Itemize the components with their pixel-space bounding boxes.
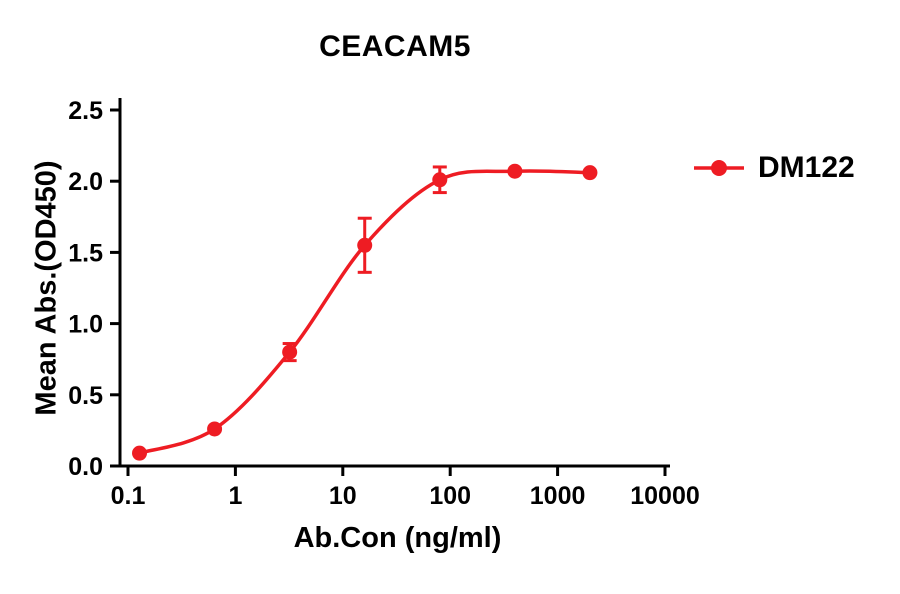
- chart-title: CEACAM5: [319, 30, 471, 63]
- x-tick-label: 1000: [530, 482, 586, 510]
- y-tick-label: 2.5: [68, 97, 103, 125]
- x-tick-label: 0.1: [111, 482, 146, 510]
- y-tick-label: 0.0: [68, 453, 103, 481]
- x-axis-label: Ab.Con (ng/ml): [293, 522, 502, 554]
- legend-marker-icon: [694, 160, 744, 176]
- y-tick-label: 2.0: [68, 168, 103, 196]
- x-tick-label: 1: [228, 482, 242, 510]
- legend-label: DM122: [758, 151, 855, 184]
- fit-curve: [137, 169, 592, 455]
- legend: DM122: [693, 151, 855, 185]
- data-point: [432, 172, 448, 188]
- data-point: [132, 445, 148, 461]
- y-tick-label: 1.0: [68, 311, 103, 339]
- x-tick-label: 10000: [630, 482, 700, 510]
- data-point: [357, 237, 373, 253]
- y-tick-label: 1.5: [68, 239, 103, 267]
- data-point: [207, 421, 223, 437]
- data-point: [507, 163, 523, 179]
- x-tick-label: 10: [329, 482, 357, 510]
- data-point: [282, 344, 298, 360]
- x-tick-label: 100: [429, 482, 471, 510]
- y-tick-label: 0.5: [68, 382, 103, 410]
- data-point: [582, 165, 598, 181]
